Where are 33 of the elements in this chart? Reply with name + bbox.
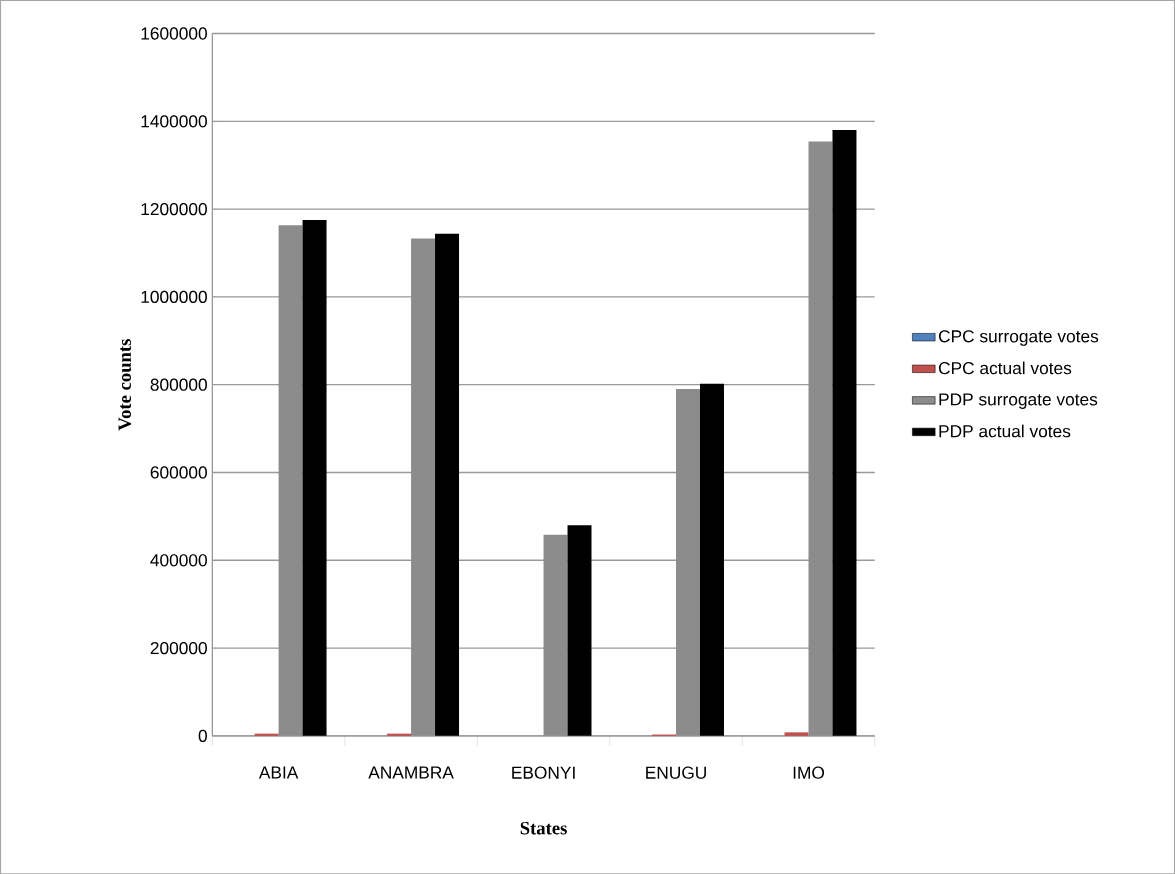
y-axis-title: Vote counts bbox=[118, 338, 132, 431]
x-tick-label: EBONYI bbox=[512, 766, 575, 779]
x-tick-label: IMO bbox=[793, 766, 825, 779]
legend-label: CPC actual votes bbox=[938, 361, 1072, 375]
bar bbox=[832, 129, 857, 736]
y-tick-label: 1600000 bbox=[141, 27, 207, 40]
x-tick-label: ENUGU bbox=[646, 766, 706, 779]
legend-label: CPC surrogate votes bbox=[938, 330, 1099, 346]
y-tick-label: 0 bbox=[198, 729, 207, 742]
y-tick-label: 1400000 bbox=[141, 115, 207, 128]
legend-label: PDP actual votes bbox=[939, 424, 1071, 438]
bar bbox=[700, 383, 724, 736]
bar bbox=[387, 733, 412, 736]
y-tick-label: 400000 bbox=[150, 554, 207, 567]
bar bbox=[676, 388, 700, 736]
bar bbox=[435, 233, 460, 736]
bar bbox=[567, 525, 592, 736]
y-tick-label: 1200000 bbox=[141, 202, 207, 216]
x-tick-label: ANAMBRA bbox=[368, 766, 454, 779]
x-tick-label: ABIA bbox=[258, 766, 299, 779]
bar bbox=[254, 733, 279, 736]
y-tick-label: 800000 bbox=[150, 378, 207, 391]
bar bbox=[784, 732, 809, 736]
bar bbox=[411, 238, 436, 736]
y-tick-label: 200000 bbox=[150, 641, 207, 655]
y-tick-label: 1000000 bbox=[141, 290, 207, 303]
bar bbox=[302, 219, 327, 736]
x-axis-title: States bbox=[520, 821, 567, 835]
y-tick-label: 600000 bbox=[150, 466, 207, 479]
bar bbox=[278, 225, 303, 736]
bar bbox=[543, 534, 568, 736]
legend-label: PDP surrogate votes bbox=[939, 393, 1098, 409]
bar bbox=[808, 141, 833, 736]
